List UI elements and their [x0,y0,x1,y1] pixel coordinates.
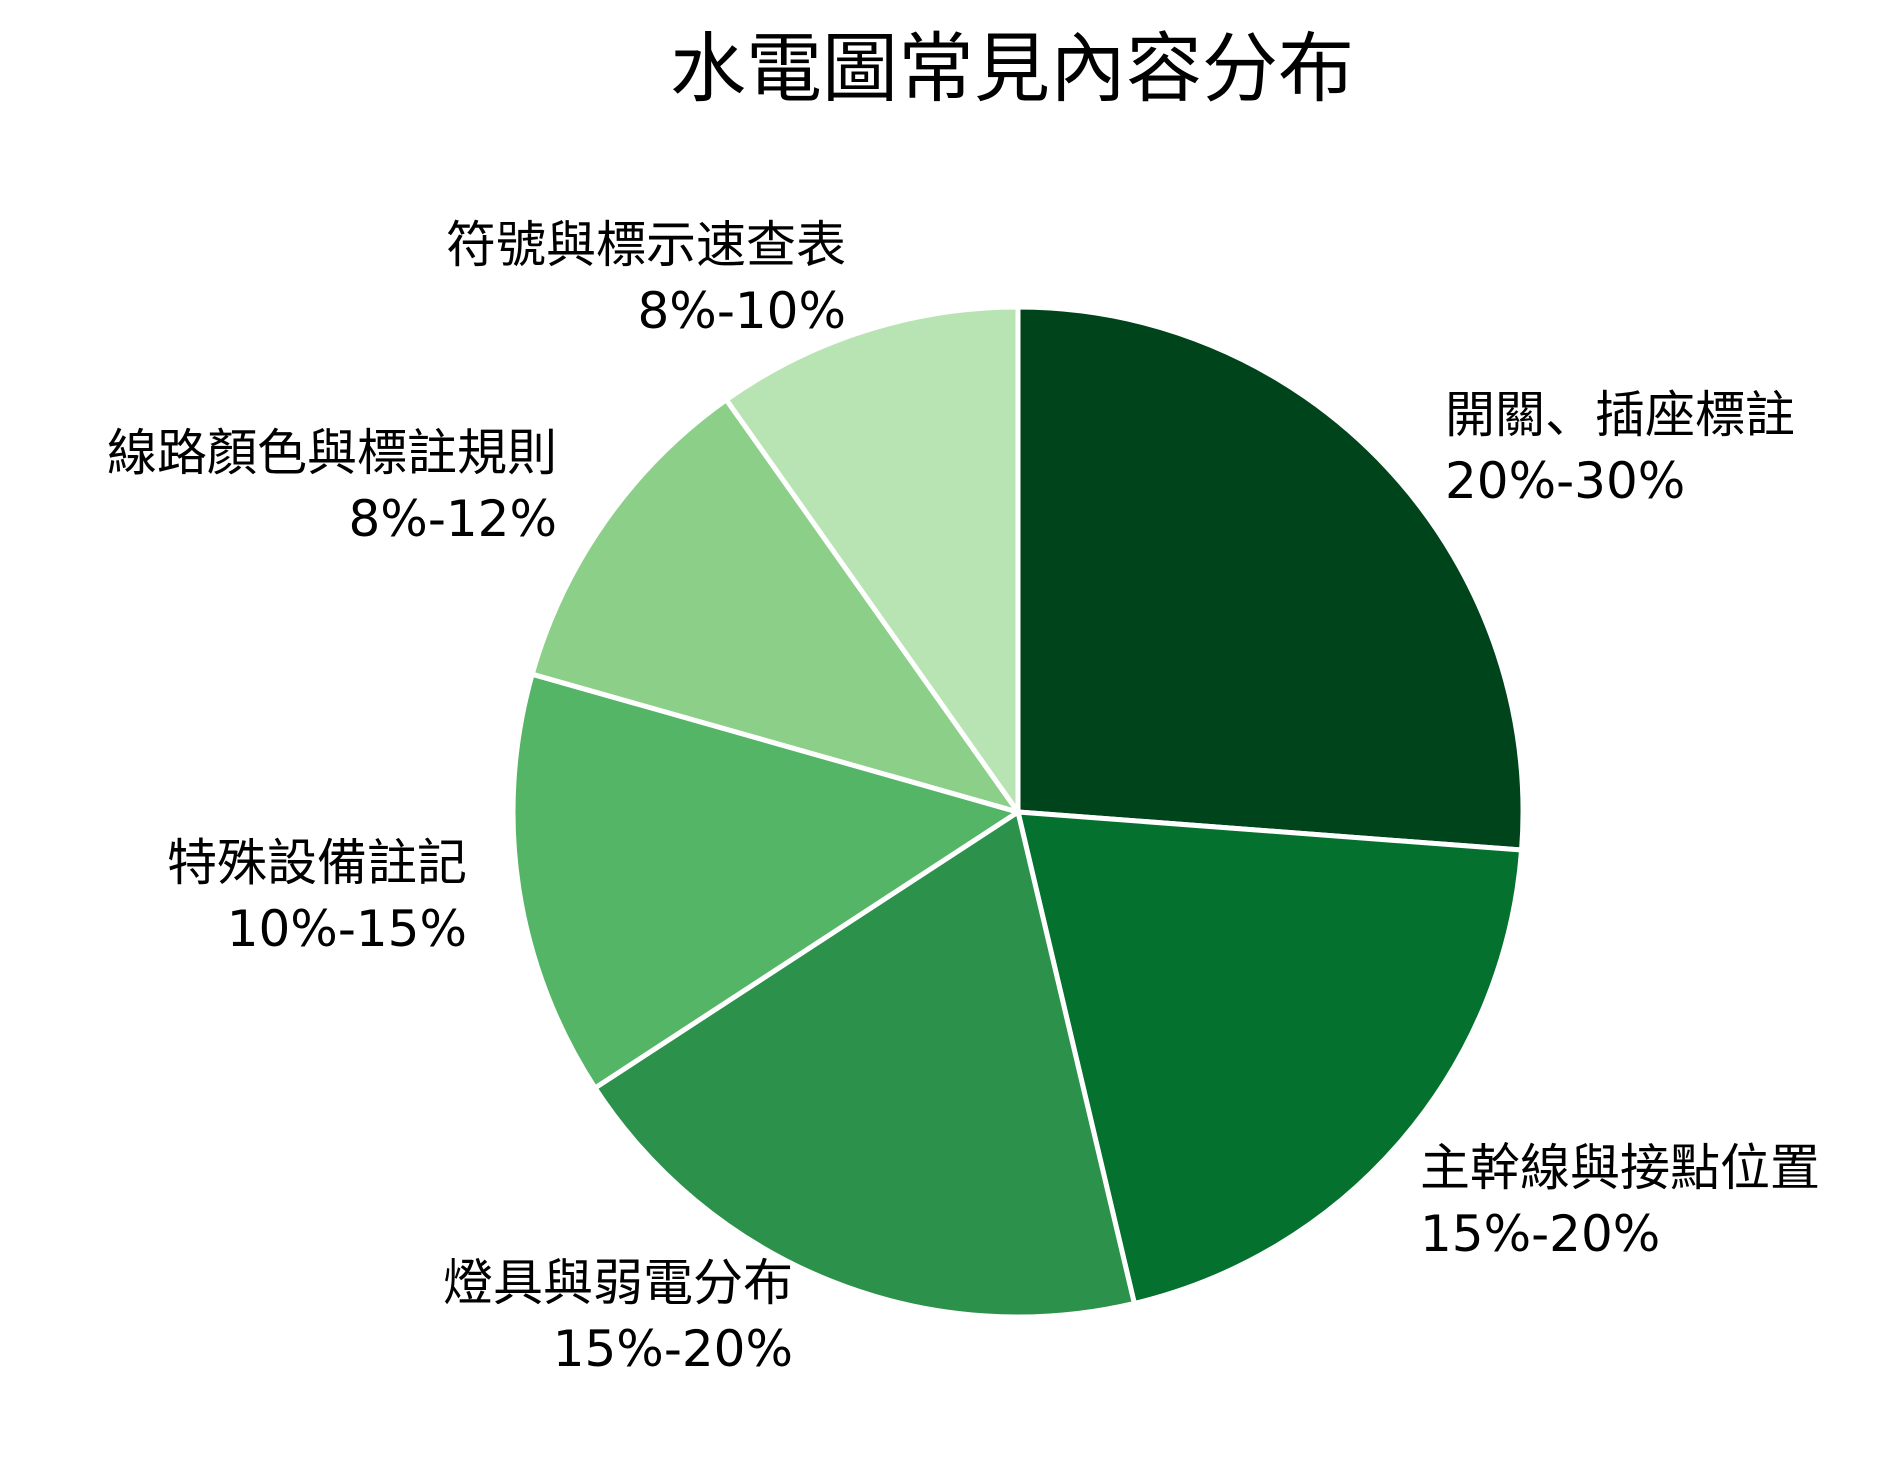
slice-label-name: 主幹線與接點位置 [1420,1139,1820,1197]
slice-label-range: 15%-20% [1420,1205,1660,1263]
slice-label-name: 燈具與弱電分布 [443,1254,793,1312]
slice-label-name: 特殊設備註記 [167,834,467,892]
slice-label-range: 10%-15% [227,900,467,958]
slice-label-range: 8%-10% [638,282,847,340]
chart-title: 水電圖常見內容分布 [670,24,1354,113]
slice-label-name: 線路顏色與標註規則 [107,424,557,482]
pie-slice-3 [592,809,1137,1320]
slice-label-name: 開關、插座標註 [1445,386,1795,444]
slice-label-name: 符號與標示速查表 [446,216,846,274]
pie-slice-2 [1015,809,1525,1306]
slice-label-range: 15%-20% [553,1320,793,1378]
slice-label-range: 20%-30% [1445,452,1685,510]
pie-slice-6 [723,304,1021,815]
slice-label-range: 8%-12% [349,490,558,548]
slice-labels: 開關、插座標註 20%-30% 主幹線與接點位置 15%-20% 燈具與弱電分布 15%-… [107,216,1820,1378]
pie-slice-1 [1015,304,1526,853]
pie-slices [510,304,1526,1320]
pie-slice-5 [529,397,1021,815]
